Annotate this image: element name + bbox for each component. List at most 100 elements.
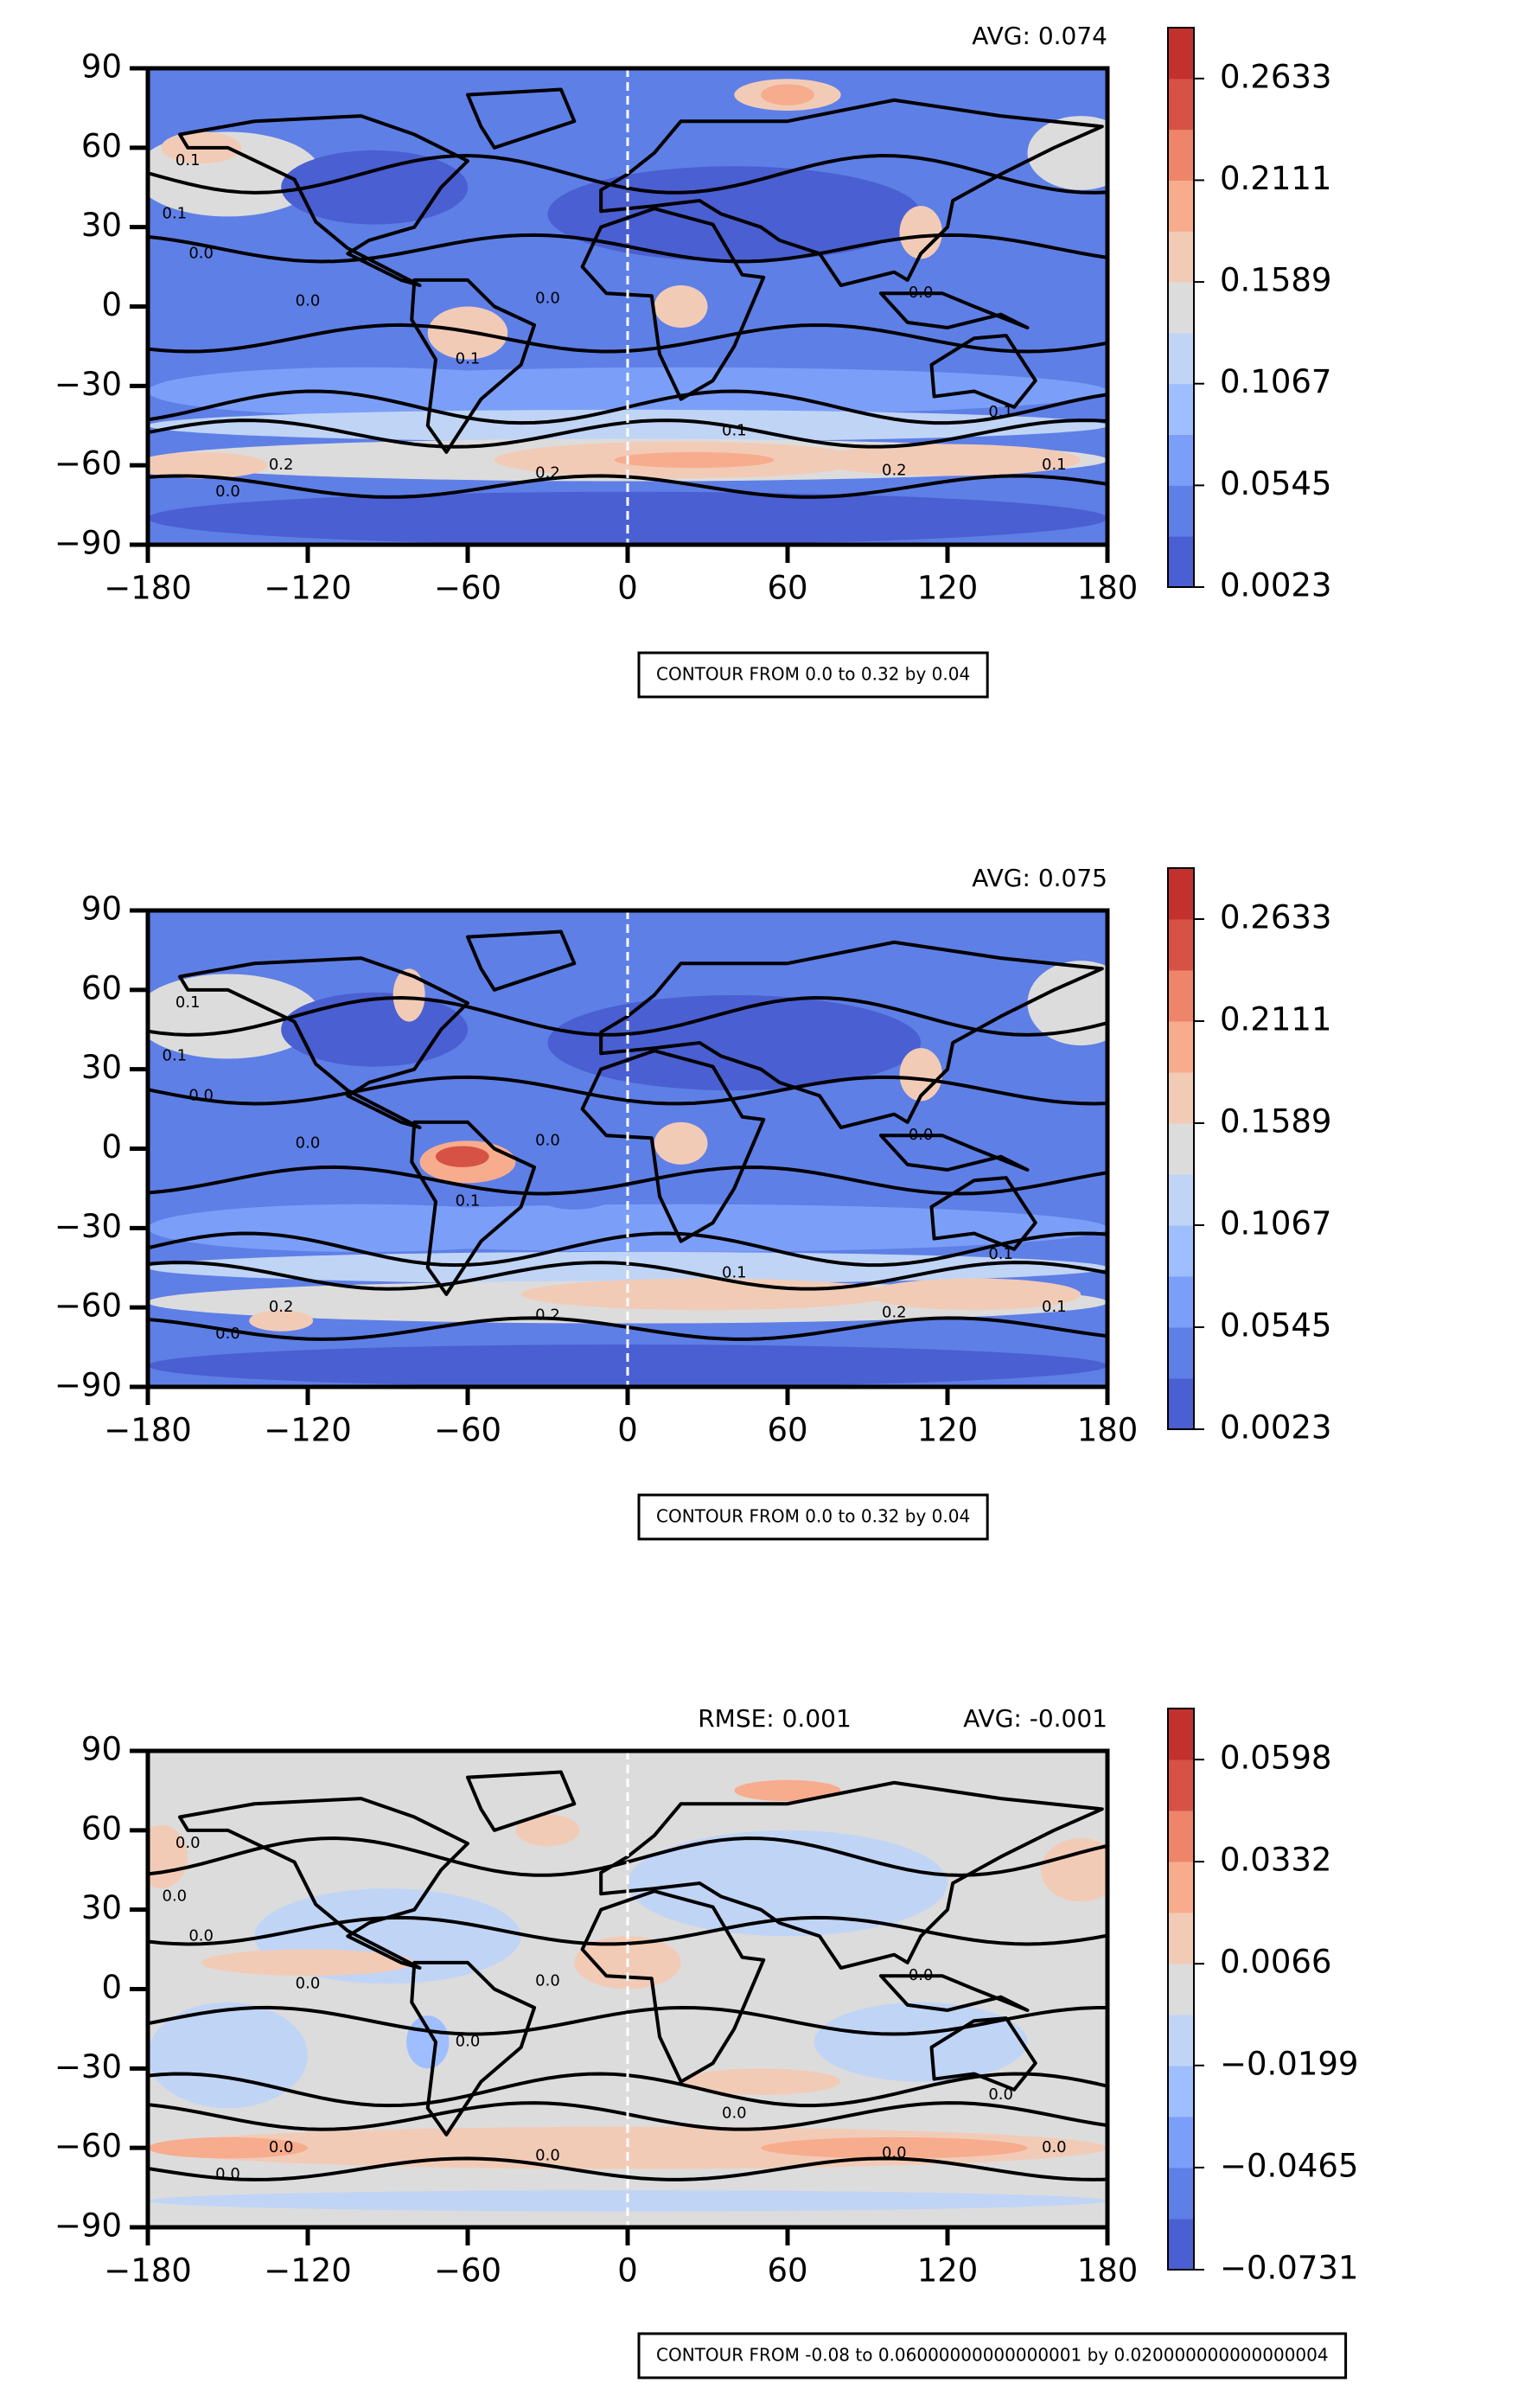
contour-label: 0.2 bbox=[882, 1303, 907, 1321]
field-region bbox=[148, 974, 322, 1059]
field-region bbox=[161, 274, 455, 328]
colorbar-level bbox=[1168, 332, 1194, 385]
field-region bbox=[899, 1048, 942, 1102]
colorbar-tick-label: 0.2633 bbox=[1220, 58, 1331, 95]
x-tick-label: 0 bbox=[617, 2252, 638, 2290]
y-tick-label: −90 bbox=[54, 1367, 122, 1404]
coastline bbox=[466, 929, 577, 992]
y-tick-label: −30 bbox=[54, 1208, 122, 1245]
field-region bbox=[161, 1121, 455, 1176]
contour-label: 0.1 bbox=[175, 993, 201, 1012]
coastline bbox=[410, 1960, 537, 2137]
colorbar-level bbox=[1168, 282, 1194, 334]
field-region bbox=[867, 1278, 1082, 1311]
coastline bbox=[178, 114, 469, 288]
contour-note-box bbox=[637, 2332, 1348, 2379]
field-region bbox=[406, 2015, 450, 2069]
contour-label: 0.0 bbox=[722, 2104, 747, 2122]
contour-note: CONTOUR FROM -0.08 to 0.0600000000000000… bbox=[656, 2345, 1329, 2366]
colorbar-tick-label: 0.2111 bbox=[1220, 160, 1331, 197]
colorbar-tick-label: 0.1589 bbox=[1220, 262, 1331, 299]
y-tick-label: 90 bbox=[81, 891, 122, 928]
colorbar-level bbox=[1168, 2168, 1194, 2220]
x-tick-label: 0 bbox=[617, 570, 638, 607]
coastline bbox=[599, 940, 1104, 1130]
x-tick-label: 60 bbox=[767, 1412, 807, 1449]
colorbar-frame bbox=[1167, 867, 1195, 1430]
contour-label: 0.0 bbox=[188, 1926, 214, 1945]
x-tick-label: −180 bbox=[104, 2252, 192, 2290]
coastline bbox=[878, 1134, 1030, 1172]
field-region bbox=[148, 1345, 1107, 1387]
y-tick-label: 0 bbox=[101, 1969, 122, 2006]
panel: 0.00.10.10.10.00.00.00.10.2 0.2 0.20.10.00… bbox=[54, 864, 1331, 1541]
field-region bbox=[201, 1949, 415, 1977]
contour-label: 0.0 bbox=[215, 2165, 240, 2183]
contour-label: 0.0 bbox=[215, 482, 240, 501]
field-region bbox=[148, 1251, 1107, 1284]
colorbar-level bbox=[1168, 1378, 1194, 1430]
colorbar-level bbox=[1168, 78, 1194, 131]
x-tick-label: −180 bbox=[104, 1412, 192, 1449]
colorbar-level bbox=[1168, 2219, 1194, 2271]
contour-label: 0.2 bbox=[269, 1298, 294, 1316]
coastline bbox=[466, 87, 577, 150]
colorbar-tick-label: 0.1067 bbox=[1220, 1205, 1331, 1242]
field-region bbox=[1027, 961, 1107, 1046]
contour-label: 0.0 bbox=[215, 1325, 240, 1343]
rmse-label: RMSE: 0.001 bbox=[698, 1704, 852, 1733]
contour-label: 0.2 bbox=[535, 463, 560, 482]
coastline bbox=[599, 1780, 1104, 1970]
contour-label: 0.0 bbox=[909, 284, 934, 302]
contour-note: CONTOUR FROM 0.0 to 0.32 by 0.04 bbox=[656, 1506, 970, 1527]
field-region bbox=[148, 2002, 308, 2109]
field-region bbox=[814, 444, 1082, 476]
y-tick-label: 60 bbox=[81, 1810, 122, 1847]
contour-label: 0.2 bbox=[882, 461, 907, 479]
y-tick-label: 0 bbox=[101, 286, 122, 323]
map-field: 0.0 0.0 0.0 0.0 0.0 0.0 0.0 0.0 0.0 0.0 0.0 0.0 0.0 0… bbox=[148, 1751, 1107, 2227]
contour-line bbox=[148, 996, 1107, 1037]
field-region bbox=[435, 1146, 489, 1167]
colorbar-tick-label: 0.2111 bbox=[1220, 1001, 1331, 1038]
avg-label: AVG: 0.075 bbox=[972, 864, 1107, 892]
colorbar-frame bbox=[1167, 1708, 1195, 2271]
x-tick-label: 180 bbox=[1077, 570, 1139, 607]
coastline bbox=[929, 2016, 1037, 2092]
colorbar-level bbox=[1168, 1709, 1194, 1760]
colorbar-level bbox=[1168, 1174, 1194, 1226]
y-tick-label: −90 bbox=[54, 2207, 122, 2245]
contour-label: 0.0 bbox=[296, 1974, 321, 1992]
field-region bbox=[249, 1310, 314, 1332]
field-region bbox=[734, 1779, 841, 1802]
colorbar-level bbox=[1168, 2117, 1194, 2168]
panel: 0.00.00.00.00.00.00.00.00.0 0.0 0.00.00.00… bbox=[54, 1704, 1358, 2379]
contour-label: 0.1 bbox=[1042, 1298, 1067, 1316]
y-tick-label: 30 bbox=[81, 1049, 122, 1086]
field-region bbox=[254, 1204, 1107, 1252]
field-region bbox=[814, 2002, 1028, 2082]
y-tick-label: −60 bbox=[54, 2128, 122, 2165]
y-tick-label: 0 bbox=[101, 1128, 122, 1166]
contour-line bbox=[148, 233, 1107, 264]
avg-label: AVG: -0.001 bbox=[963, 1704, 1107, 1733]
x-tick-label: 60 bbox=[767, 570, 807, 607]
y-tick-label: 60 bbox=[81, 127, 122, 164]
colorbar-level bbox=[1168, 1760, 1194, 1811]
colorbar-tick-label: 0.0545 bbox=[1220, 465, 1331, 502]
field-region bbox=[520, 1278, 895, 1311]
colorbar-level bbox=[1168, 536, 1194, 588]
contour-label: 0.0 bbox=[1042, 2138, 1067, 2156]
field-region bbox=[547, 166, 922, 262]
field-region bbox=[761, 84, 814, 105]
field-region bbox=[392, 968, 425, 1022]
contour-label: 0.0 bbox=[535, 2146, 560, 2164]
contour-label: 0.0 bbox=[163, 1887, 188, 1905]
contour-label: 0.0 bbox=[988, 2085, 1013, 2104]
x-tick-label: −60 bbox=[434, 570, 501, 607]
x-tick-label: 0 bbox=[617, 1412, 638, 1449]
colorbar-frame bbox=[1167, 27, 1195, 588]
field-region bbox=[899, 206, 942, 259]
colorbar-level bbox=[1168, 1964, 1194, 2015]
